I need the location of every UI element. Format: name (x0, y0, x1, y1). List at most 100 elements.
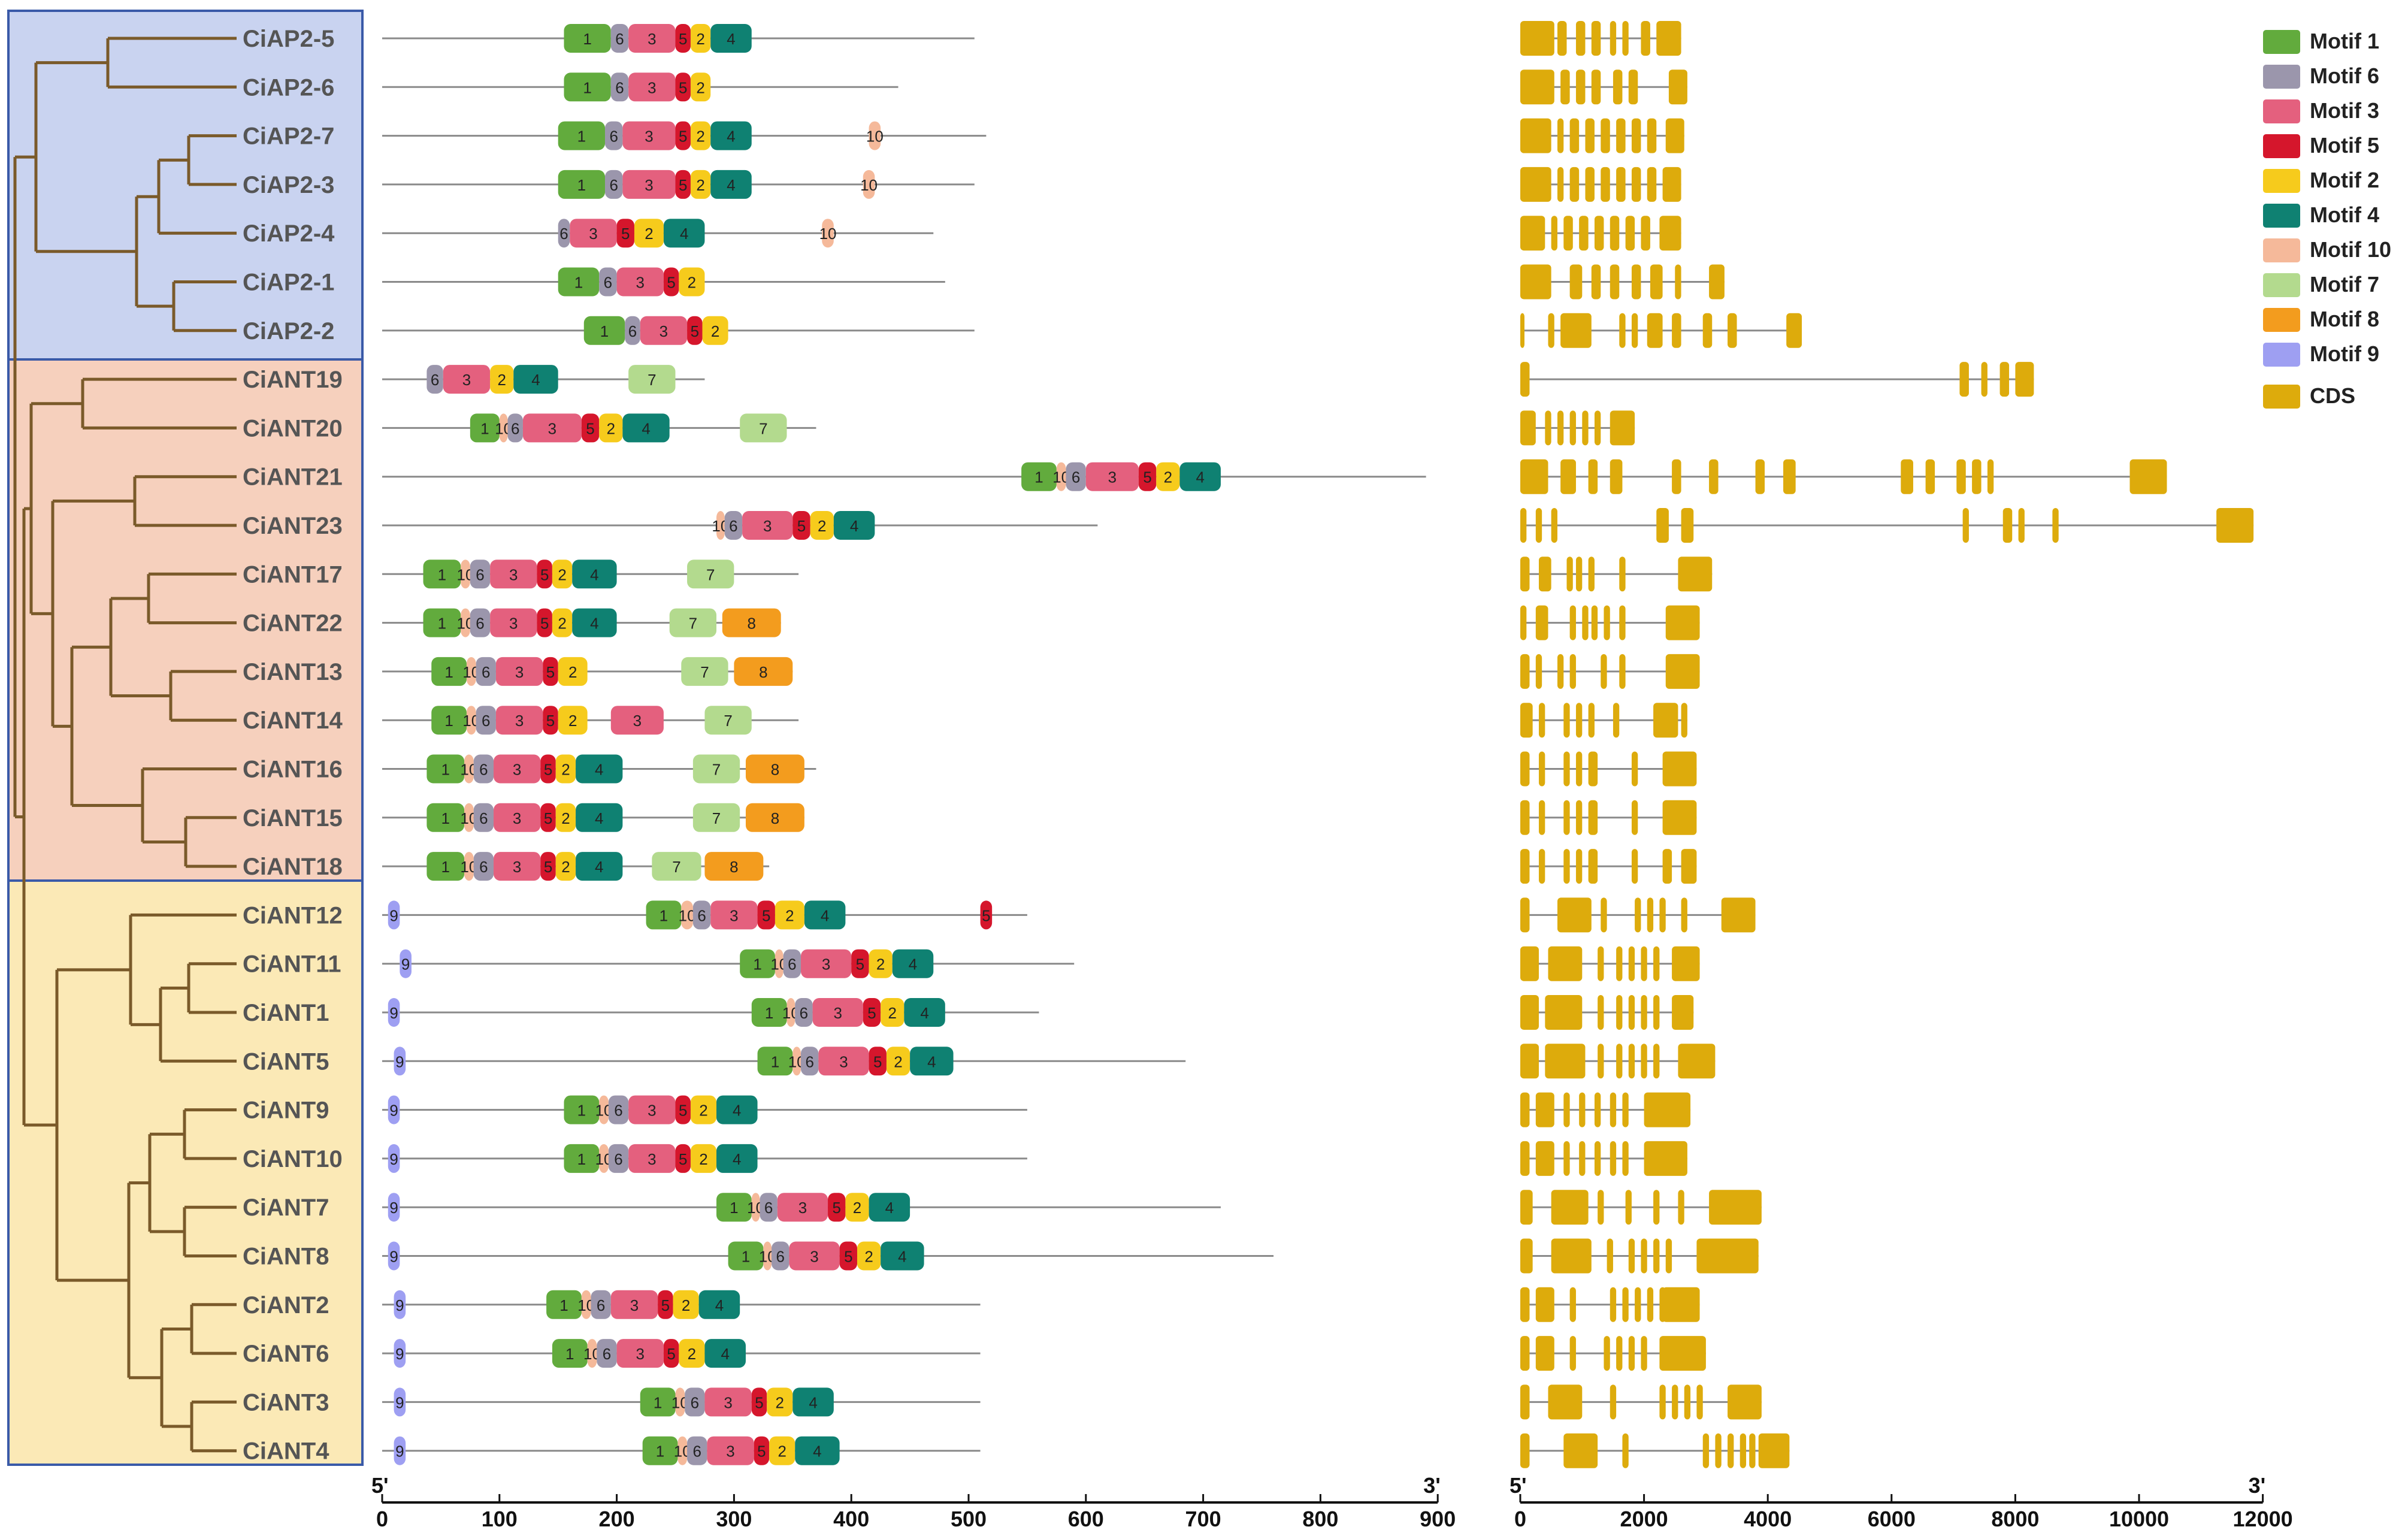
motif-tick-label: 0 (376, 1507, 388, 1531)
cds-block (1631, 800, 1638, 835)
gene-label: CiANT14 (243, 707, 343, 734)
gene-tick-label: 0 (1514, 1507, 1526, 1531)
cds-block (1560, 313, 1592, 348)
motif-5-box (540, 852, 556, 881)
motif-5-box (543, 657, 558, 686)
motif-label: 5 (621, 225, 630, 243)
motif-label: 3 (636, 274, 645, 292)
motif-label: 3 (636, 1345, 645, 1363)
motif-6-box (558, 219, 570, 248)
motif-2-box (810, 511, 834, 540)
motif-10-box (775, 949, 783, 978)
motif-label: 9 (395, 1443, 404, 1461)
cds-block (1569, 1336, 1576, 1371)
motif-1-box (558, 267, 600, 297)
cds-block (1575, 800, 1583, 835)
motif-3-box (812, 998, 863, 1027)
motif-7-box (652, 852, 701, 881)
cds-block (1563, 703, 1570, 738)
gene-structure-panel (1520, 21, 2254, 1468)
motif-5-box (675, 24, 691, 53)
motif-label: 6 (1072, 468, 1080, 486)
motif-4-box (704, 1339, 746, 1368)
motif-tick-label: 300 (716, 1507, 752, 1531)
cds-block (1520, 703, 1533, 738)
motif-label: 9 (389, 906, 398, 924)
motif-6-box (507, 413, 523, 443)
cds-block (1610, 264, 1620, 300)
motif-label: 3 (839, 1053, 848, 1071)
motif-1-box (740, 949, 775, 978)
motif-label: 1 (577, 1102, 586, 1120)
motif-5-box (754, 1436, 770, 1465)
motif-2-box (857, 1241, 881, 1271)
motif-label: 4 (813, 1443, 821, 1461)
motif-label: 4 (595, 809, 603, 827)
motif-label: 3 (810, 1248, 818, 1266)
motif-label: 9 (389, 1150, 398, 1168)
cds-block (1548, 313, 1554, 348)
cds-block (1631, 118, 1641, 153)
motif-label: 5 (544, 761, 552, 779)
motif-6-box (473, 754, 494, 784)
cds-block (1659, 897, 1666, 933)
motif-6-box (625, 316, 640, 345)
motif-9-box (394, 1339, 406, 1368)
motif-label: 2 (894, 1053, 902, 1071)
motif-4-box (1179, 462, 1221, 491)
cds-block (1641, 216, 1650, 251)
cds-block (1755, 459, 1765, 494)
motif-label: 5 (867, 1004, 876, 1022)
motif-label: 2 (561, 809, 570, 827)
motif-panel: 1 6 3 5 2 41 6 3 5 21 6 3 5 2 4 101 6 3 5 2 4 106 3 5 2 4 101 6 3 5 21… (382, 24, 1426, 1465)
gene-label: CiAP2-7 (243, 123, 334, 150)
cds-block (1672, 313, 1681, 348)
motif-label: 9 (389, 1199, 398, 1217)
cds-block (1631, 264, 1641, 300)
motif-2-box (690, 1144, 717, 1173)
motif-label: 6 (479, 858, 488, 876)
legend: Motif 1 Motif 6 Motif 3 Motif 5 Motif 2 Motif… (2263, 29, 2391, 409)
motif-4-box (881, 1241, 924, 1271)
motif-label: 3 (515, 663, 524, 681)
cds-block (2129, 459, 2167, 494)
motif-label: 6 (614, 1102, 622, 1120)
cds-block (1616, 1336, 1623, 1371)
cds-block (1594, 216, 1604, 251)
motif-8-box (734, 657, 793, 686)
motif-1-box (564, 24, 611, 53)
cds-block (1520, 459, 1548, 494)
motif-label: 1 (771, 1053, 779, 1071)
cds-block (1520, 1044, 1539, 1079)
gene-label: CiANT6 (243, 1341, 329, 1367)
cds-block (1672, 459, 1681, 494)
gene-label: CiANT22 (243, 610, 343, 637)
motif-10-box (763, 1241, 772, 1271)
legend-swatch (2263, 204, 2300, 228)
motif-label: 4 (909, 956, 917, 973)
motif-3-box (801, 949, 852, 978)
cds-block (1631, 313, 1638, 348)
cds-block (1575, 751, 1583, 787)
clade-box-1 (7, 10, 364, 362)
cds-block (1987, 459, 1994, 494)
motif-label: 2 (785, 906, 794, 924)
cds-block (1601, 118, 1610, 153)
cds-block (1610, 1092, 1617, 1127)
motif-label: 6 (603, 1345, 611, 1363)
gene-label: CiANT5 (243, 1048, 329, 1075)
motif-label: 4 (885, 1199, 894, 1217)
cds-block (1579, 1141, 1586, 1176)
motif-1-box (423, 608, 461, 637)
motif-label: 2 (607, 419, 615, 437)
motif-3-box (622, 170, 676, 199)
motif-7-box (681, 657, 728, 686)
gene-label: CiANT7 (243, 1195, 329, 1221)
motif-label: 1 (480, 419, 489, 437)
cds-block (1601, 167, 1610, 202)
motif-2-box (552, 560, 573, 589)
motif-label: 3 (648, 30, 656, 48)
motif-5-box (537, 560, 552, 589)
cds-block (1520, 946, 1539, 981)
motif-10-box (499, 413, 508, 443)
